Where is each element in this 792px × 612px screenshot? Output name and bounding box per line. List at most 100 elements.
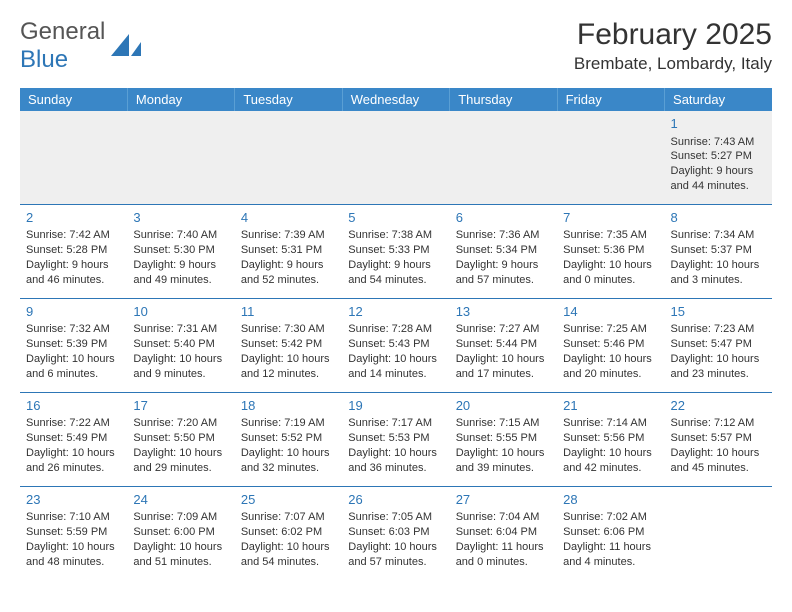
detail-line: Sunset: 5:37 PM (671, 243, 766, 258)
detail-line: Daylight: 10 hours and 51 minutes. (133, 540, 228, 570)
detail-line: Daylight: 10 hours and 29 minutes. (133, 446, 228, 476)
detail-line: Sunset: 5:27 PM (671, 149, 766, 164)
detail-line: Sunset: 6:00 PM (133, 525, 228, 540)
day-details: Sunrise: 7:22 AMSunset: 5:49 PMDaylight:… (26, 416, 121, 475)
day-details: Sunrise: 7:27 AMSunset: 5:44 PMDaylight:… (456, 322, 551, 381)
detail-line: Daylight: 9 hours and 57 minutes. (456, 258, 551, 288)
detail-line: Daylight: 10 hours and 0 minutes. (563, 258, 658, 288)
day-details: Sunrise: 7:07 AMSunset: 6:02 PMDaylight:… (241, 510, 336, 569)
calendar-day-cell: 23Sunrise: 7:10 AMSunset: 5:59 PMDayligh… (20, 486, 127, 579)
detail-line: Sunrise: 7:34 AM (671, 228, 766, 243)
detail-line: Sunset: 5:56 PM (563, 431, 658, 446)
logo-text-2: Blue (20, 46, 68, 73)
day-number: 27 (456, 491, 551, 509)
detail-line: Sunset: 5:50 PM (133, 431, 228, 446)
detail-line: Sunrise: 7:14 AM (563, 416, 658, 431)
detail-line: Sunrise: 7:42 AM (26, 228, 121, 243)
day-details: Sunrise: 7:20 AMSunset: 5:50 PMDaylight:… (133, 416, 228, 475)
detail-line: Sunset: 5:34 PM (456, 243, 551, 258)
weekday-header: Thursday (450, 88, 557, 111)
detail-line: Sunrise: 7:30 AM (241, 322, 336, 337)
weekday-header: Wednesday (342, 88, 449, 111)
detail-line: Daylight: 10 hours and 26 minutes. (26, 446, 121, 476)
day-number: 26 (348, 491, 443, 509)
detail-line: Sunrise: 7:43 AM (671, 135, 766, 150)
calendar-empty-cell (20, 111, 127, 204)
day-number: 17 (133, 397, 228, 415)
calendar-day-cell: 10Sunrise: 7:31 AMSunset: 5:40 PMDayligh… (127, 298, 234, 392)
calendar-empty-cell (665, 486, 772, 579)
detail-line: Sunset: 5:59 PM (26, 525, 121, 540)
detail-line: Daylight: 9 hours and 44 minutes. (671, 164, 766, 194)
weekday-header: Saturday (665, 88, 772, 111)
detail-line: Sunset: 5:36 PM (563, 243, 658, 258)
calendar-day-cell: 18Sunrise: 7:19 AMSunset: 5:52 PMDayligh… (235, 392, 342, 486)
day-number: 20 (456, 397, 551, 415)
detail-line: Sunset: 5:31 PM (241, 243, 336, 258)
detail-line: Daylight: 10 hours and 42 minutes. (563, 446, 658, 476)
day-details: Sunrise: 7:28 AMSunset: 5:43 PMDaylight:… (348, 322, 443, 381)
calendar-day-cell: 2Sunrise: 7:42 AMSunset: 5:28 PMDaylight… (20, 204, 127, 298)
detail-line: Sunset: 5:47 PM (671, 337, 766, 352)
calendar-week-row: 1 Sunrise: 7:43 AMSunset: 5:27 PMDaylight… (20, 111, 772, 204)
day-details: Sunrise: 7:36 AMSunset: 5:34 PMDaylight:… (456, 228, 551, 287)
detail-line: Sunset: 5:57 PM (671, 431, 766, 446)
weekday-header: Sunday (20, 88, 127, 111)
day-details: Sunrise: 7:05 AMSunset: 6:03 PMDaylight:… (348, 510, 443, 569)
detail-line: Sunset: 5:53 PM (348, 431, 443, 446)
day-number: 13 (456, 303, 551, 321)
calendar-day-cell: 20Sunrise: 7:15 AMSunset: 5:55 PMDayligh… (450, 392, 557, 486)
day-number: 9 (26, 303, 121, 321)
day-details: Sunrise: 7:17 AMSunset: 5:53 PMDaylight:… (348, 416, 443, 475)
location: Brembate, Lombardy, Italy (574, 54, 772, 74)
day-details: Sunrise: 7:43 AMSunset: 5:27 PMDaylight:… (671, 135, 766, 194)
calendar-weekday-row: SundayMondayTuesdayWednesdayThursdayFrid… (20, 88, 772, 111)
day-number: 5 (348, 209, 443, 227)
day-number: 19 (348, 397, 443, 415)
calendar-day-cell: 27Sunrise: 7:04 AMSunset: 6:04 PMDayligh… (450, 486, 557, 579)
day-details: Sunrise: 7:32 AMSunset: 5:39 PMDaylight:… (26, 322, 121, 381)
detail-line: Daylight: 10 hours and 14 minutes. (348, 352, 443, 382)
detail-line: Sunrise: 7:36 AM (456, 228, 551, 243)
detail-line: Sunset: 5:49 PM (26, 431, 121, 446)
detail-line: Sunset: 6:04 PM (456, 525, 551, 540)
detail-line: Sunrise: 7:28 AM (348, 322, 443, 337)
detail-line: Daylight: 10 hours and 9 minutes. (133, 352, 228, 382)
day-details: Sunrise: 7:31 AMSunset: 5:40 PMDaylight:… (133, 322, 228, 381)
day-details: Sunrise: 7:30 AMSunset: 5:42 PMDaylight:… (241, 322, 336, 381)
detail-line: Sunrise: 7:15 AM (456, 416, 551, 431)
detail-line: Daylight: 9 hours and 52 minutes. (241, 258, 336, 288)
day-number: 23 (26, 491, 121, 509)
day-details: Sunrise: 7:09 AMSunset: 6:00 PMDaylight:… (133, 510, 228, 569)
calendar-day-cell: 22Sunrise: 7:12 AMSunset: 5:57 PMDayligh… (665, 392, 772, 486)
detail-line: Sunrise: 7:27 AM (456, 322, 551, 337)
detail-line: Sunrise: 7:07 AM (241, 510, 336, 525)
detail-line: Sunset: 5:43 PM (348, 337, 443, 352)
detail-line: Daylight: 10 hours and 39 minutes. (456, 446, 551, 476)
calendar-table: SundayMondayTuesdayWednesdayThursdayFrid… (20, 88, 772, 580)
calendar-day-cell: 3Sunrise: 7:40 AMSunset: 5:30 PMDaylight… (127, 204, 234, 298)
calendar-day-cell: 6Sunrise: 7:36 AMSunset: 5:34 PMDaylight… (450, 204, 557, 298)
day-number: 1 (671, 115, 766, 133)
calendar-day-cell: 14Sunrise: 7:25 AMSunset: 5:46 PMDayligh… (557, 298, 664, 392)
day-details: Sunrise: 7:19 AMSunset: 5:52 PMDaylight:… (241, 416, 336, 475)
detail-line: Sunrise: 7:32 AM (26, 322, 121, 337)
detail-line: Daylight: 10 hours and 20 minutes. (563, 352, 658, 382)
day-number: 15 (671, 303, 766, 321)
detail-line: Sunrise: 7:04 AM (456, 510, 551, 525)
calendar-day-cell: 19Sunrise: 7:17 AMSunset: 5:53 PMDayligh… (342, 392, 449, 486)
calendar-day-cell: 13Sunrise: 7:27 AMSunset: 5:44 PMDayligh… (450, 298, 557, 392)
day-number: 4 (241, 209, 336, 227)
day-details: Sunrise: 7:14 AMSunset: 5:56 PMDaylight:… (563, 416, 658, 475)
detail-line: Sunset: 6:03 PM (348, 525, 443, 540)
calendar-week-row: 2Sunrise: 7:42 AMSunset: 5:28 PMDaylight… (20, 204, 772, 298)
detail-line: Sunrise: 7:38 AM (348, 228, 443, 243)
weekday-header: Friday (557, 88, 664, 111)
calendar-day-cell: 21Sunrise: 7:14 AMSunset: 5:56 PMDayligh… (557, 392, 664, 486)
day-number: 14 (563, 303, 658, 321)
day-number: 7 (563, 209, 658, 227)
day-number: 8 (671, 209, 766, 227)
calendar-empty-cell (557, 111, 664, 204)
calendar-day-cell: 25Sunrise: 7:07 AMSunset: 6:02 PMDayligh… (235, 486, 342, 579)
detail-line: Sunrise: 7:05 AM (348, 510, 443, 525)
